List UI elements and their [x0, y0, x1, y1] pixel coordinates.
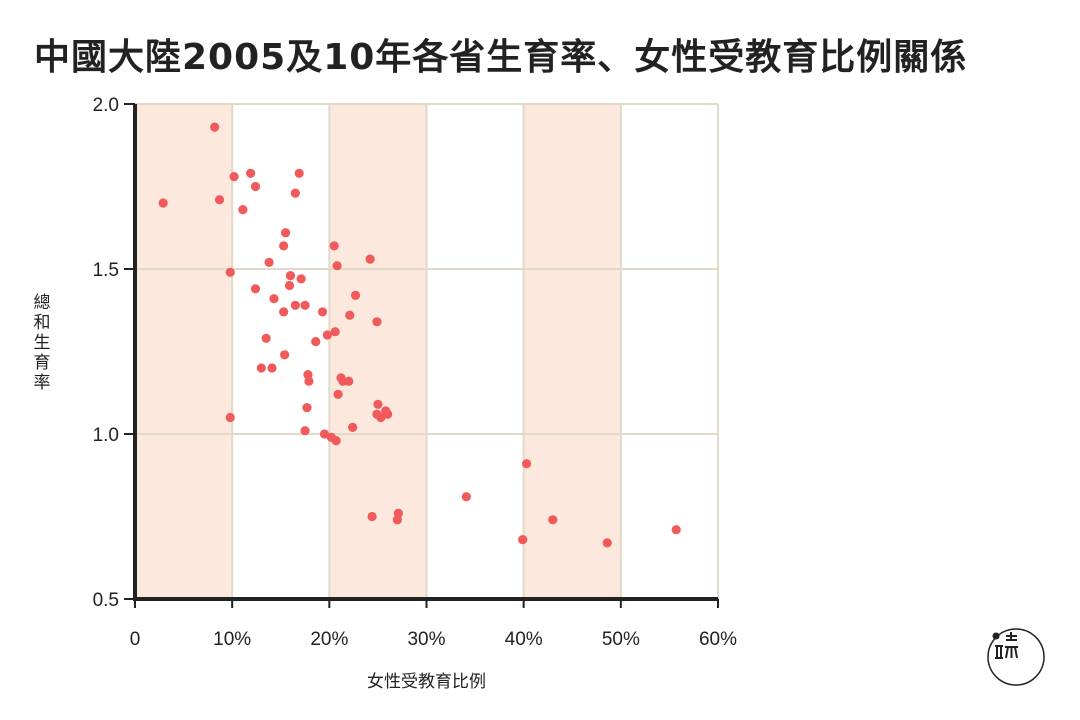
data-point — [521, 459, 532, 469]
data-point — [279, 307, 289, 317]
data-point — [238, 205, 248, 215]
data-point — [348, 422, 358, 432]
data-point — [267, 363, 277, 373]
x-tick-label: 20% — [310, 629, 348, 650]
chart-title: 中國大陸2005及10年各省生育率、女性受教育比例關係 — [34, 37, 968, 78]
data-point — [285, 271, 296, 281]
y-tick-label: 0.5 — [93, 590, 119, 611]
data-point — [256, 363, 266, 373]
data-point — [319, 429, 330, 439]
data-point — [290, 300, 300, 310]
data-point — [367, 511, 377, 522]
x-tick-label: 0 — [130, 629, 141, 650]
data-point — [214, 195, 225, 205]
data-point — [225, 267, 235, 277]
initium-logo-icon — [987, 628, 1045, 686]
data-point — [373, 399, 383, 409]
data-points — [158, 122, 681, 548]
data-point — [296, 274, 306, 284]
data-point — [311, 337, 321, 347]
y-tick-label: 1.5 — [93, 260, 119, 281]
data-point — [210, 122, 220, 132]
data-point — [281, 228, 291, 238]
data-point — [548, 515, 558, 525]
data-point — [246, 168, 256, 178]
data-point — [383, 409, 393, 419]
data-point — [345, 310, 355, 320]
data-point — [518, 535, 528, 545]
x-tick-label: 60% — [699, 629, 737, 650]
shaded-band-2 — [523, 104, 621, 599]
data-point — [294, 168, 304, 178]
y-axis-title: 總和生育率 — [34, 293, 51, 393]
data-point — [392, 515, 402, 525]
x-tick-label: 10% — [213, 629, 251, 650]
data-point — [329, 241, 339, 251]
data-point — [279, 241, 289, 251]
shaded-band-0 — [135, 104, 233, 599]
data-point — [461, 492, 471, 502]
data-point — [333, 389, 343, 399]
shaded-bands — [135, 104, 621, 599]
y-tick-label: 1.0 — [93, 425, 119, 446]
x-axis-title: 女性受教育比例 — [367, 672, 486, 692]
data-point — [250, 284, 261, 294]
x-tick-label: 40% — [505, 629, 543, 650]
data-point — [229, 172, 239, 182]
data-point — [158, 198, 168, 208]
data-point — [350, 290, 361, 300]
data-point — [317, 307, 328, 317]
data-point — [331, 436, 341, 446]
x-ticks: 0 10% 20% 30% 40% 50% 60% — [130, 599, 737, 650]
data-point — [261, 333, 271, 343]
data-point — [332, 261, 342, 271]
data-point — [284, 280, 295, 291]
data-point — [365, 254, 375, 264]
data-point — [376, 412, 386, 423]
data-point — [602, 538, 612, 548]
data-point — [322, 330, 332, 340]
y-ticks: 0.5 1.0 1.5 2.0 — [93, 95, 135, 611]
data-point — [300, 300, 310, 310]
data-point — [290, 188, 300, 198]
data-point — [344, 376, 354, 386]
data-point — [671, 525, 681, 535]
data-point — [300, 426, 310, 436]
shaded-band-1 — [329, 104, 427, 599]
data-point — [250, 181, 261, 192]
data-point — [280, 350, 290, 360]
x-tick-label: 30% — [407, 629, 445, 650]
data-point — [269, 294, 279, 304]
data-point — [302, 403, 312, 413]
data-point — [330, 327, 340, 337]
x-tick-label: 50% — [602, 629, 640, 650]
data-point — [225, 412, 235, 423]
y-tick-label: 2.0 — [93, 95, 119, 116]
data-point — [264, 257, 274, 267]
data-point — [304, 376, 314, 386]
data-point — [372, 317, 382, 327]
